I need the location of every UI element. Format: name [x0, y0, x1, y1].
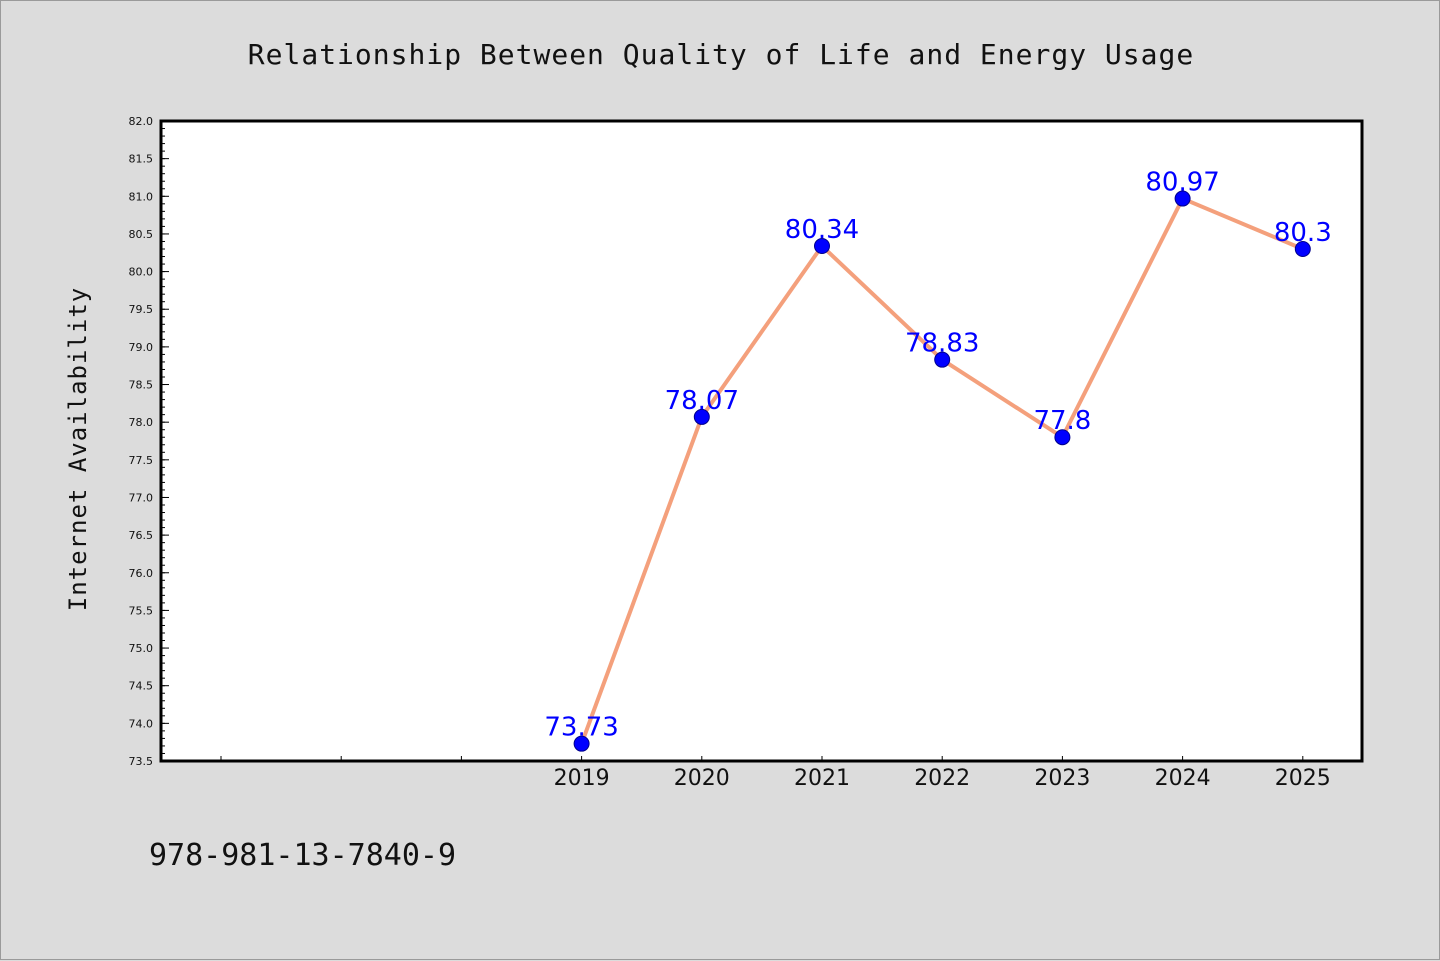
data-label: 80.3: [1274, 218, 1332, 248]
y-tick-label: 81.5: [129, 153, 154, 166]
y-tick-label: 80.0: [129, 266, 154, 279]
y-tick-label: 75.0: [129, 642, 154, 655]
plot-area: [159, 119, 1364, 763]
x-tick-label: 2022: [914, 766, 970, 791]
y-tick-label: 75.5: [129, 604, 154, 617]
y-tick-label: 77.5: [129, 454, 154, 467]
x-tick-label: 2020: [674, 766, 730, 791]
y-tick-label: 81.0: [129, 190, 154, 203]
data-point: [934, 351, 951, 368]
x-tick-label: 2025: [1275, 766, 1331, 791]
y-tick-label: 74.5: [129, 680, 154, 693]
y-tick-label: 77.0: [129, 491, 154, 504]
data-label: 73.73: [544, 713, 618, 743]
data-label: 80.34: [785, 215, 859, 245]
x-axis: 2019 2020 2021 2022 2023 2024 2025: [220, 756, 1331, 791]
y-tick-label: 80.5: [129, 228, 154, 241]
y-tick-label: 78.5: [129, 379, 154, 392]
data-label: 78.83: [905, 329, 979, 359]
x-tick-label: 2021: [794, 766, 850, 791]
data-point: [1174, 190, 1191, 207]
y-axis: 73.5 74.0 74.5 75.0 75.5 76.0 76.5 77.0 77.5 78.0…: [129, 115, 169, 768]
y-tick-label: 74.0: [129, 717, 154, 730]
data-label: 77.8: [1033, 406, 1091, 436]
data-point: [573, 735, 590, 752]
data-label: 80.97: [1145, 168, 1219, 198]
y-axis-label: Internet Availability: [64, 287, 92, 611]
y-tick-label: 78.0: [129, 416, 154, 429]
data-label: 78.07: [665, 386, 739, 416]
chart-title: Relationship Between Quality of Life and…: [248, 38, 1194, 71]
data-point: [1054, 429, 1071, 446]
data-point: [693, 408, 710, 425]
isbn-text: 978-981-13-7840-9: [149, 838, 456, 873]
y-tick-label: 76.0: [129, 567, 154, 580]
x-tick-label: 2024: [1155, 766, 1211, 791]
y-tick-label: 73.5: [129, 755, 154, 768]
y-tick-label: 76.5: [129, 529, 154, 542]
y-tick-label: 79.0: [129, 341, 154, 354]
y-tick-label: 79.5: [129, 303, 154, 316]
data-point: [1294, 241, 1311, 257]
y-tick-label: 82.0: [129, 115, 154, 128]
data-point: [814, 237, 830, 254]
x-tick-label: 2019: [554, 766, 610, 791]
x-tick-label: 2023: [1034, 766, 1090, 791]
series-layer: 73.73 78.07 80.34 78.83 77.8 80.97 80.3: [544, 168, 1332, 752]
